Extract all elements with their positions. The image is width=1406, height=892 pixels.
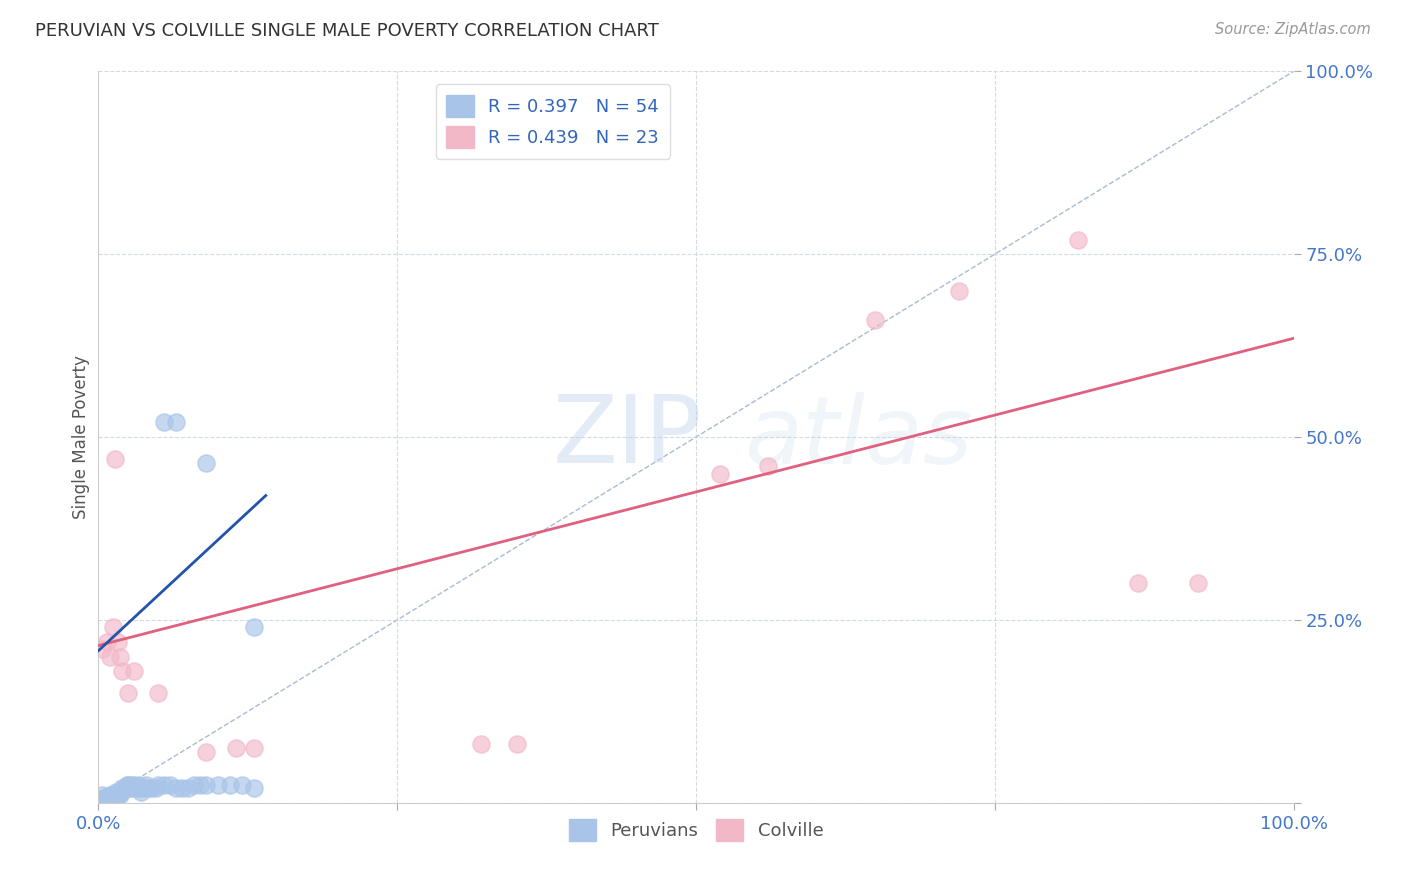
Point xyxy=(115,778,138,792)
Point xyxy=(110,785,132,799)
Point xyxy=(135,778,157,792)
Point xyxy=(1187,576,1209,591)
Point xyxy=(131,785,153,799)
Point xyxy=(111,781,134,796)
Point xyxy=(124,778,146,792)
Text: ZIP: ZIP xyxy=(553,391,702,483)
Point xyxy=(107,789,129,803)
Point xyxy=(195,745,218,759)
Point xyxy=(470,737,492,751)
Point xyxy=(225,740,247,755)
Point xyxy=(107,785,129,799)
Point xyxy=(90,792,112,806)
Y-axis label: Single Male Poverty: Single Male Poverty xyxy=(72,355,90,519)
Point xyxy=(104,789,127,803)
Point xyxy=(96,792,118,806)
Point xyxy=(231,778,253,792)
Point xyxy=(177,781,200,796)
Point xyxy=(98,649,122,664)
Point xyxy=(120,778,142,792)
Point xyxy=(91,642,114,657)
Text: Source: ZipAtlas.com: Source: ZipAtlas.com xyxy=(1215,22,1371,37)
Point xyxy=(112,781,135,796)
Point xyxy=(172,781,194,796)
Legend: Peruvians, Colville: Peruvians, Colville xyxy=(561,812,831,848)
Point xyxy=(129,781,152,796)
Point xyxy=(219,778,242,792)
Point xyxy=(756,459,779,474)
Point xyxy=(1067,233,1090,247)
Point xyxy=(148,778,170,792)
Point xyxy=(159,778,181,792)
Point xyxy=(121,781,143,796)
Point xyxy=(195,778,218,792)
Point xyxy=(98,792,121,806)
Point xyxy=(165,416,187,430)
Point xyxy=(948,284,970,298)
Point xyxy=(183,778,205,792)
Point xyxy=(243,620,266,634)
Point xyxy=(114,781,136,796)
Point xyxy=(165,781,187,796)
Point xyxy=(188,778,211,792)
Point xyxy=(132,781,155,796)
Text: PERUVIAN VS COLVILLE SINGLE MALE POVERTY CORRELATION CHART: PERUVIAN VS COLVILLE SINGLE MALE POVERTY… xyxy=(35,22,659,40)
Point xyxy=(195,456,218,470)
Point xyxy=(105,785,128,799)
Text: atlas: atlas xyxy=(744,392,972,483)
Point xyxy=(865,313,887,327)
Point xyxy=(118,781,141,796)
Point xyxy=(117,778,139,792)
Point xyxy=(117,686,139,700)
Point xyxy=(243,740,266,755)
Point xyxy=(103,792,125,806)
Point xyxy=(93,792,115,806)
Point xyxy=(115,781,138,796)
Point xyxy=(506,737,529,751)
Point xyxy=(94,789,117,804)
Point xyxy=(125,781,148,796)
Point xyxy=(107,635,129,649)
Point xyxy=(145,781,167,796)
Point xyxy=(101,620,124,634)
Point xyxy=(148,686,170,700)
Point xyxy=(141,781,163,796)
Point xyxy=(1128,576,1150,591)
Point xyxy=(101,789,124,803)
Point xyxy=(91,789,114,803)
Point xyxy=(98,789,122,803)
Point xyxy=(128,778,150,792)
Point xyxy=(97,792,120,806)
Point xyxy=(709,467,731,481)
Point xyxy=(153,416,176,430)
Point xyxy=(207,778,229,792)
Point xyxy=(108,789,131,803)
Point xyxy=(153,778,176,792)
Point xyxy=(91,792,114,806)
Point xyxy=(104,452,127,467)
Point xyxy=(96,635,118,649)
Point xyxy=(138,781,160,796)
Point xyxy=(111,664,134,678)
Point xyxy=(100,789,122,803)
Point xyxy=(124,664,146,678)
Point xyxy=(243,781,266,796)
Point xyxy=(108,649,131,664)
